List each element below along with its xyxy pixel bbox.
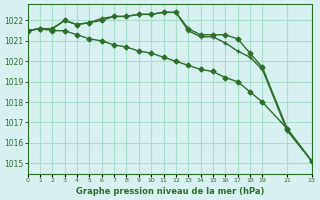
X-axis label: Graphe pression niveau de la mer (hPa): Graphe pression niveau de la mer (hPa) [76,187,264,196]
